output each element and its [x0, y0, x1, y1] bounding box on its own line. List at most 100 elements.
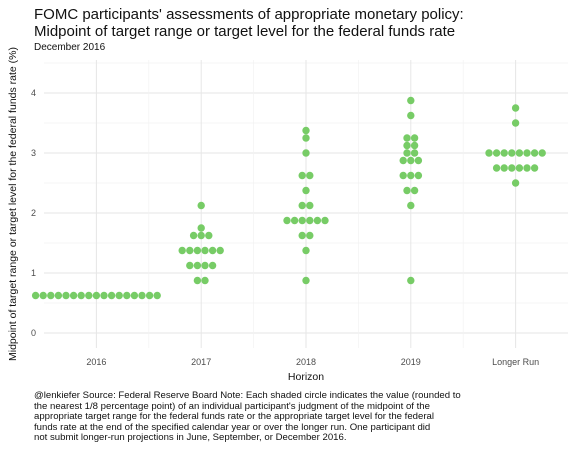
- participant-dot: [189, 231, 198, 240]
- participant-dot: [530, 164, 539, 172]
- participant-dot: [107, 291, 116, 300]
- x-tick-label: 2018: [296, 357, 316, 367]
- y-tick-label: 0: [31, 328, 36, 338]
- caption-line: funds rate at the end of the specified c…: [34, 421, 431, 433]
- chart-subtitle: December 2016: [34, 42, 106, 53]
- participant-dot: [523, 164, 531, 172]
- participant-dot: [410, 149, 419, 157]
- participant-dot: [492, 149, 501, 157]
- participant-dot: [77, 291, 85, 300]
- grid-lines: [44, 60, 568, 348]
- participant-dot: [153, 291, 161, 300]
- caption-line: not submit longer-run projections in Jun…: [34, 432, 347, 443]
- participant-dot: [515, 164, 524, 172]
- participant-dot: [302, 134, 310, 142]
- participant-dot: [62, 291, 70, 300]
- participant-dot: [123, 291, 131, 300]
- participant-dot: [186, 261, 194, 270]
- participant-dot: [492, 164, 501, 172]
- caption-line: the nearest 1/8 percentage point) of an …: [34, 400, 430, 412]
- dots-layer: [31, 96, 546, 300]
- participant-dot: [208, 261, 217, 270]
- participant-dot: [407, 276, 415, 285]
- participant-dot: [538, 149, 546, 157]
- x-tick-label: 2017: [191, 357, 211, 367]
- x-tick-label: 2019: [401, 357, 421, 367]
- participant-dot: [403, 134, 411, 142]
- participant-dot: [313, 216, 322, 225]
- participant-dot: [92, 291, 101, 300]
- y-tick-label: 4: [31, 88, 36, 98]
- participant-dot: [399, 171, 407, 180]
- participant-dot: [515, 149, 524, 157]
- participant-dot: [302, 149, 310, 157]
- participant-dot: [407, 96, 415, 105]
- participant-dot: [298, 216, 306, 225]
- participant-dot: [201, 246, 209, 255]
- y-axis-title: Midpoint of target range or target level…: [7, 47, 19, 361]
- participant-dot: [508, 149, 516, 157]
- x-tick-label: 2016: [86, 357, 106, 367]
- participant-dot: [39, 291, 47, 300]
- participant-dot: [530, 149, 539, 157]
- participant-dot: [178, 246, 186, 255]
- participant-dot: [298, 201, 306, 210]
- participant-dot: [306, 216, 314, 225]
- participant-dot: [290, 216, 299, 225]
- participant-dot: [197, 224, 205, 232]
- participant-dot: [100, 291, 108, 300]
- chart-title-line-1: FOMC participants' assessments of approp…: [34, 6, 464, 23]
- caption-line: appropriate target range for the federal…: [34, 411, 434, 422]
- participant-dot: [511, 119, 520, 127]
- participant-dot: [201, 261, 209, 270]
- axis-ticks: 0 1 2 3 4 2016 2017 2018 2019 Longer Run: [31, 88, 539, 367]
- participant-dot: [298, 231, 306, 240]
- participant-dot: [193, 276, 202, 285]
- participant-dot: [511, 104, 520, 112]
- participant-dot: [193, 246, 202, 255]
- participant-dot: [306, 171, 314, 180]
- participant-dot: [511, 179, 520, 187]
- participant-dot: [302, 126, 310, 135]
- participant-dot: [407, 156, 415, 165]
- chart-title: FOMC participants' assessments of approp…: [34, 6, 464, 40]
- participant-dot: [302, 276, 310, 285]
- participant-dot: [283, 216, 291, 225]
- y-tick-label: 1: [31, 268, 36, 278]
- participant-dot: [410, 134, 419, 142]
- participant-dot: [500, 149, 508, 157]
- participant-dot: [403, 149, 411, 157]
- participant-dot: [186, 246, 194, 255]
- participant-dot: [508, 164, 516, 172]
- participant-dot: [201, 276, 209, 285]
- participant-dot: [485, 149, 493, 157]
- caption-line: @lenkiefer Source: Federal Reserve Board…: [34, 390, 461, 401]
- participant-dot: [410, 141, 419, 150]
- participant-dot: [407, 111, 415, 120]
- participant-dot: [216, 246, 224, 255]
- participant-dot: [399, 156, 407, 165]
- participant-dot: [407, 171, 415, 180]
- participant-dot: [306, 201, 314, 210]
- participant-dot: [145, 291, 154, 300]
- participant-dot: [193, 261, 202, 270]
- participant-dot: [138, 291, 146, 300]
- participant-dot: [85, 291, 93, 300]
- participant-dot: [414, 156, 423, 165]
- chart-title-line-2: Midpoint of target range or target level…: [34, 23, 456, 40]
- participant-dot: [414, 171, 423, 180]
- participant-dot: [197, 231, 205, 240]
- x-axis-title: Horizon: [288, 371, 324, 383]
- y-tick-label: 2: [31, 208, 36, 218]
- participant-dot: [403, 141, 411, 150]
- participant-dot: [31, 291, 40, 300]
- participant-dot: [523, 149, 531, 157]
- participant-dot: [410, 186, 419, 195]
- participant-dot: [69, 291, 78, 300]
- participant-dot: [130, 291, 139, 300]
- chart-caption: @lenkiefer Source: Federal Reserve Board…: [34, 390, 569, 444]
- participant-dot: [115, 291, 123, 300]
- participant-dot: [298, 171, 306, 180]
- participant-dot: [208, 246, 217, 255]
